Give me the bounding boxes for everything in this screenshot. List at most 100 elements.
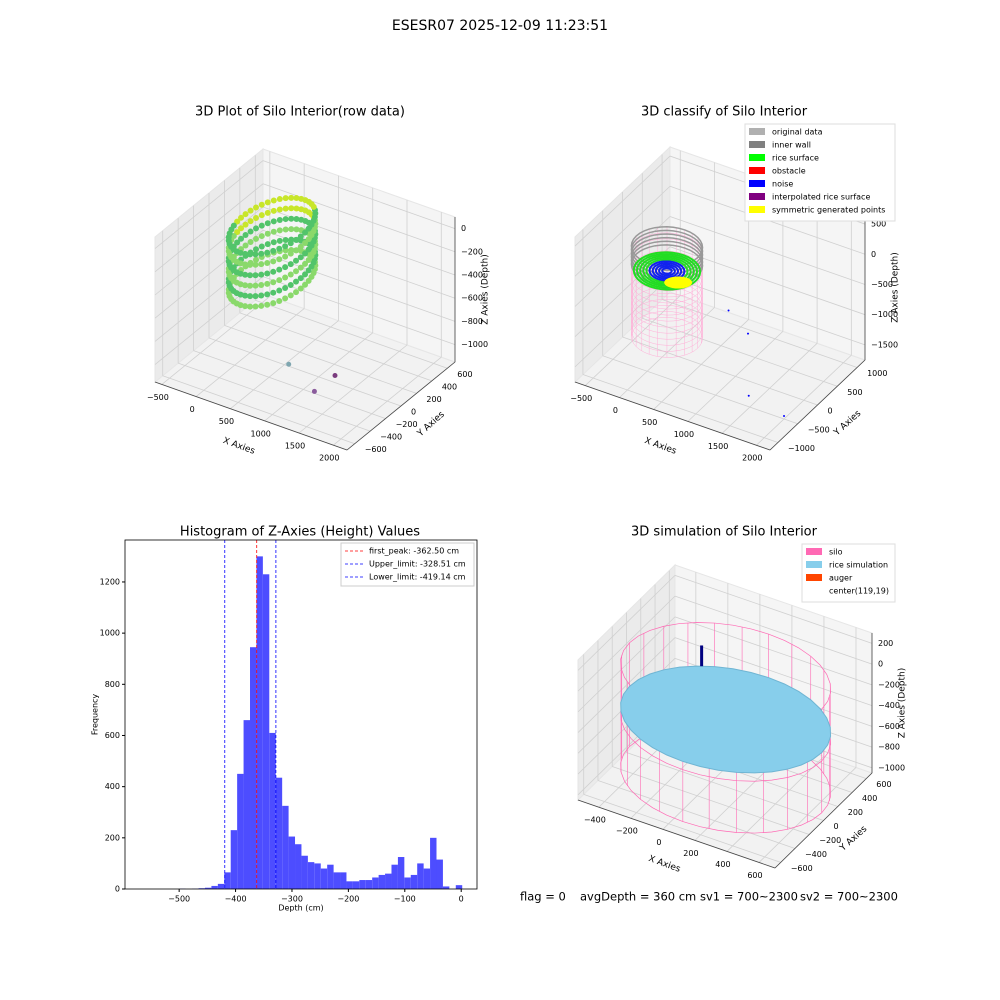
point (252, 261, 259, 268)
point (276, 277, 283, 284)
point (264, 270, 271, 277)
grid-line (577, 616, 676, 713)
x-tick-label: 2000 (319, 454, 339, 463)
point (238, 225, 245, 232)
point (276, 297, 283, 304)
point (264, 280, 271, 287)
chart-title: 3D simulation of Silo Interior (631, 525, 818, 540)
grid-line (208, 337, 402, 407)
z-tick-label: −200 (878, 680, 900, 689)
status: sv2 = 700~2300 (800, 890, 898, 904)
bar (269, 732, 276, 889)
bar (256, 556, 263, 889)
legend-label: rice simulation (829, 561, 888, 570)
point (783, 414, 786, 417)
z-tick-label: −800 (878, 743, 900, 752)
y-tick-label: −200 (396, 420, 418, 429)
z-tick-label: −200 (461, 247, 483, 256)
point (264, 301, 271, 308)
point (282, 264, 289, 271)
x-tick-label: −500 (168, 895, 190, 904)
legend-swatch (749, 180, 765, 187)
y-tick-label: 600 (876, 780, 891, 789)
z-tick-label: 0 (461, 224, 466, 233)
point (242, 282, 249, 289)
point (293, 268, 300, 275)
bar (211, 885, 218, 889)
z-axis-label: Z Axies (Depth) (898, 668, 908, 739)
y-tick-label: 0 (115, 885, 120, 894)
grid-line (262, 183, 456, 253)
point (258, 212, 265, 219)
point (242, 211, 249, 218)
point (247, 228, 254, 235)
point (253, 204, 260, 211)
point (264, 260, 271, 267)
point (293, 205, 300, 212)
legend-label: silo (829, 548, 843, 557)
point (288, 194, 295, 201)
point (237, 249, 244, 256)
grid-line (661, 299, 858, 368)
point (252, 251, 259, 258)
bar (250, 647, 257, 889)
point (276, 196, 283, 203)
x-tick-label: 1500 (285, 442, 305, 451)
grid-line (612, 766, 810, 835)
point (247, 303, 254, 310)
y-tick-label: 800 (105, 680, 120, 689)
point (264, 209, 271, 216)
z-tick-label: −400 (878, 701, 900, 710)
bar (430, 837, 437, 889)
x-axis (154, 381, 348, 451)
point (297, 264, 304, 271)
bar (436, 859, 443, 889)
x-tick-label: −400 (584, 816, 606, 825)
grid-line (574, 155, 671, 247)
grid-line (597, 780, 796, 849)
point (276, 237, 283, 244)
point (727, 309, 730, 312)
bar (365, 880, 373, 889)
point (258, 201, 265, 208)
point (288, 226, 295, 233)
grid-line (669, 216, 866, 285)
bar (352, 881, 360, 889)
point (287, 250, 294, 257)
point (242, 261, 249, 268)
surface-points (658, 265, 676, 277)
point (293, 289, 300, 296)
surface-points (632, 251, 702, 291)
y-tick-label: 200 (426, 395, 441, 404)
grid-line (583, 794, 781, 863)
point (258, 222, 265, 229)
point (311, 388, 317, 394)
bar (391, 864, 398, 889)
grid-line (574, 276, 671, 368)
point (276, 287, 283, 294)
surface-points (661, 267, 673, 275)
symmetric-points (664, 276, 693, 289)
bar (320, 868, 328, 889)
legend-label: rice surface (772, 154, 819, 163)
point (282, 295, 289, 302)
point (270, 239, 277, 246)
wall-points (630, 229, 704, 272)
point (286, 361, 292, 367)
point (247, 261, 254, 268)
status: flag = 0 (520, 890, 566, 904)
y-tick-label: −200 (819, 836, 841, 845)
bar (237, 773, 244, 889)
y-tick-label: 400 (862, 794, 877, 803)
x-tick-label: 1500 (708, 442, 728, 451)
y-axis (769, 359, 866, 451)
bar (455, 885, 463, 889)
z-tick-label: −1000 (461, 340, 488, 349)
y-tick-label: −600 (365, 445, 387, 454)
point (298, 216, 305, 223)
status: sv1 = 700~2300 (700, 890, 798, 904)
point (253, 225, 260, 232)
point (258, 261, 265, 268)
grid-line (193, 350, 386, 419)
